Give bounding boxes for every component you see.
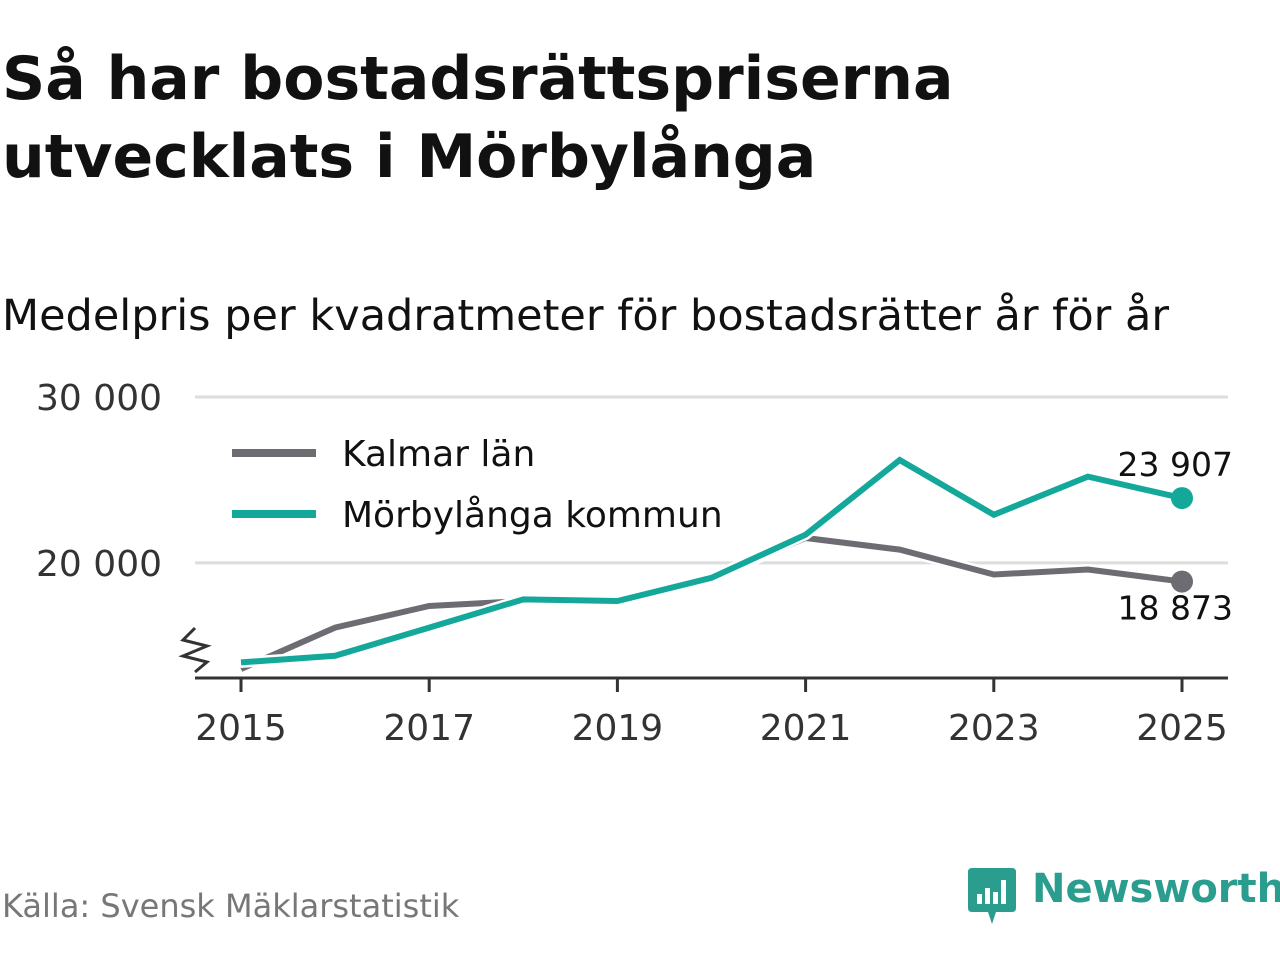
y-tick-label: 30 000 [36,378,162,419]
chart-title: Så har bostadsrättspriserna utvecklats i… [2,44,954,192]
series-end-label: 18 873 [1118,589,1233,628]
x-tick-label: 2019 [572,708,664,749]
legend: Kalmar län Mörbylånga kommun [232,434,723,536]
legend-label: Mörbylånga kommun [342,495,723,536]
newsworthy-logo-icon [968,868,1016,924]
series-line [240,456,1183,666]
y-tick-label: 20 000 [36,544,162,585]
series-end-label: 23 907 [1118,445,1233,484]
legend-label: Kalmar län [342,434,535,475]
x-tick-label: 2017 [383,708,475,749]
x-tick-label: 2025 [1136,708,1228,749]
series-line-halo [235,532,1188,675]
series-layer [235,454,1193,675]
chart-subtitle: Medelpris per kvadratmeter för bostadsrä… [2,291,1170,341]
x-tick-label: 2023 [948,708,1040,749]
series-end-marker [1171,570,1193,593]
label-layer: 18 873 23 907 [1118,445,1233,628]
grid-layer [195,395,1228,565]
line-chart: 20 000 30 000 2015 2017 2019 2021 2023 2025 Kal… [36,378,1233,749]
x-tick-label: 2021 [760,708,852,749]
series-end-marker [1171,487,1193,510]
series-line [239,534,1183,672]
newsworthy-logo-text: Newsworthy [1032,866,1280,912]
axis-layer: 20 000 30 000 2015 2017 2019 2021 2023 2025 [36,378,1228,749]
x-tick-label: 2015 [195,708,287,749]
source-note: Källa: Svensk Mäklarstatistik [2,887,460,925]
y-axis-break [178,626,212,674]
series-line-halo [235,454,1188,668]
